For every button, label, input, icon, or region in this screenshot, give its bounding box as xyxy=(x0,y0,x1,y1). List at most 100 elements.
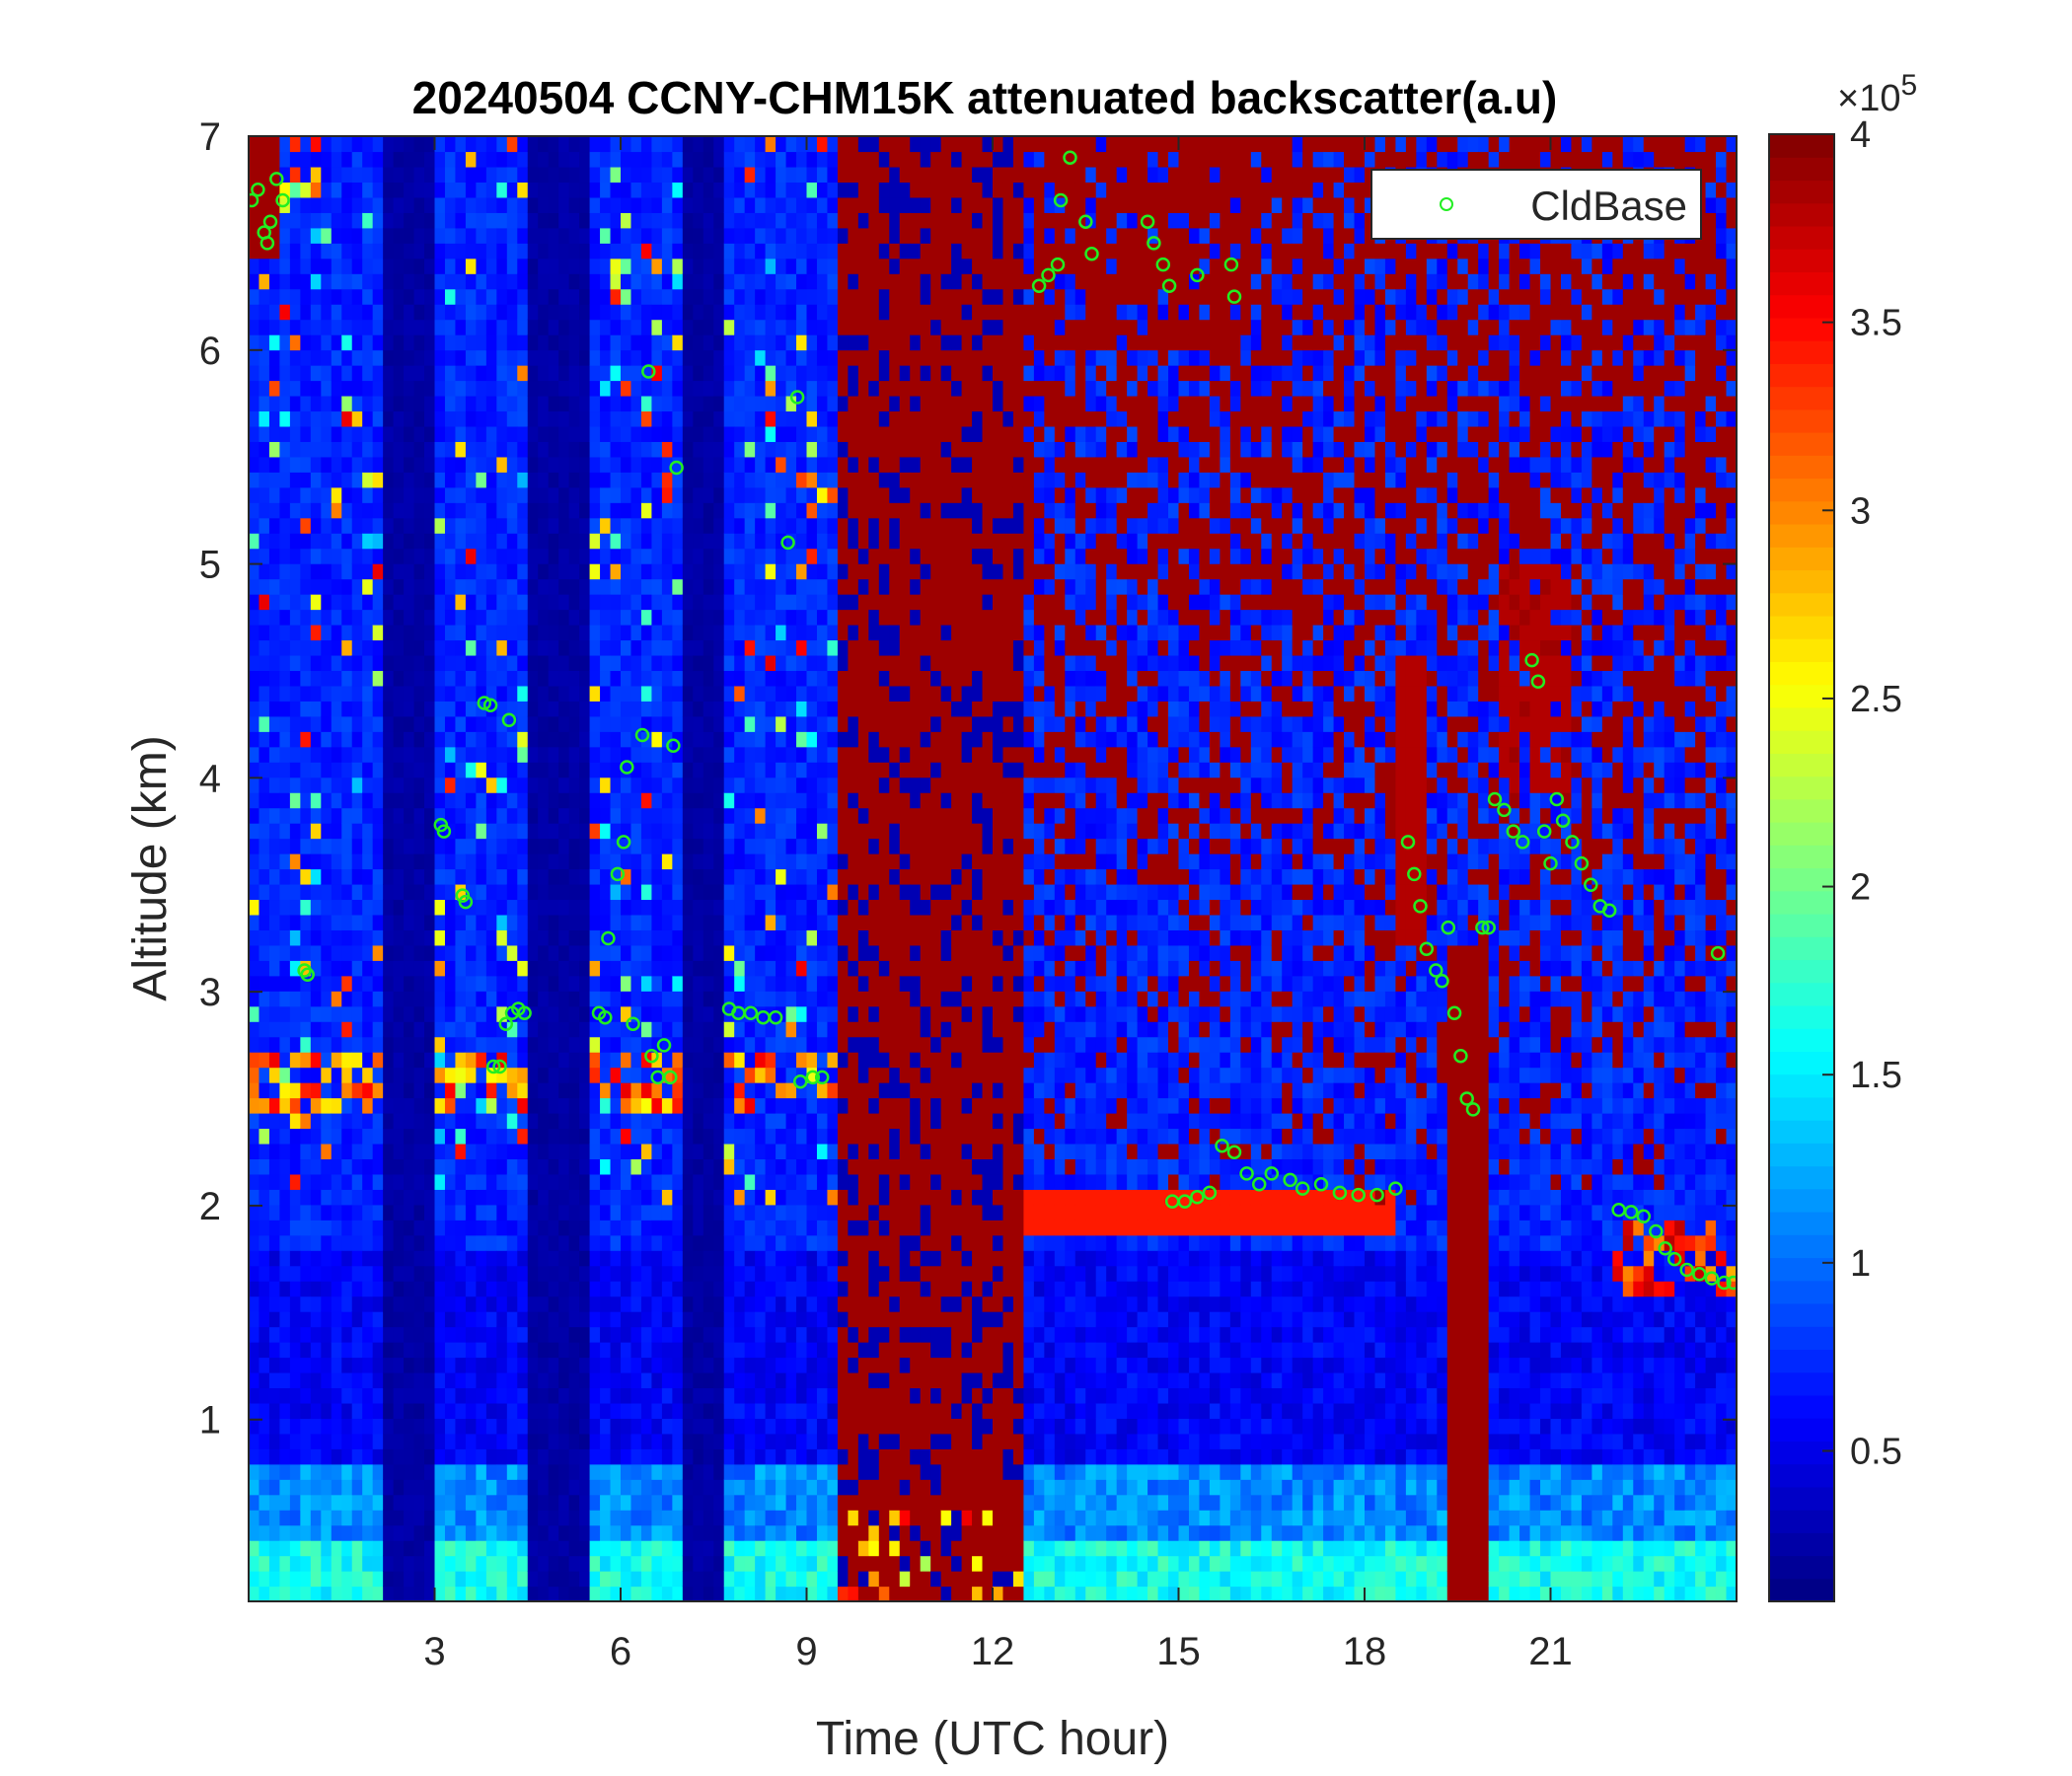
heatmap-cell xyxy=(444,1448,457,1465)
heatmap-cell xyxy=(548,914,559,930)
heatmap-cell xyxy=(351,1128,363,1145)
heatmap-cell xyxy=(289,715,301,732)
heatmap-cell xyxy=(496,944,508,961)
heatmap-cell xyxy=(640,639,653,656)
heatmap-cell xyxy=(765,609,777,626)
heatmap-cell xyxy=(568,1479,580,1496)
heatmap-cell xyxy=(589,1265,601,1282)
heatmap-cell xyxy=(610,533,622,550)
heatmap-cell xyxy=(703,517,714,534)
heatmap-cell xyxy=(341,1021,353,1038)
heatmap-cell xyxy=(630,182,642,198)
heatmap-cell xyxy=(383,1097,395,1114)
heatmap-cell xyxy=(362,182,374,198)
heatmap-cell xyxy=(289,746,301,763)
heatmap-cell xyxy=(661,533,673,550)
heatmap-cell xyxy=(734,1555,746,1572)
heatmap-cell xyxy=(476,1204,487,1221)
heatmap-cell xyxy=(331,258,342,274)
heatmap-cell xyxy=(404,212,415,229)
heatmap-cell xyxy=(579,486,591,503)
heatmap-cell xyxy=(465,1510,477,1526)
heatmap-cell xyxy=(413,685,425,702)
heatmap-cell xyxy=(672,807,684,824)
heatmap-cell xyxy=(600,1371,612,1389)
heatmap-cell xyxy=(672,777,684,793)
heatmap-cell xyxy=(404,288,415,305)
heatmap-cell xyxy=(621,334,632,351)
heatmap-cell xyxy=(765,1128,777,1145)
heatmap-cell xyxy=(404,1082,415,1099)
heatmap-cell xyxy=(393,1326,405,1343)
heatmap-cell xyxy=(538,258,550,274)
heatmap-cell xyxy=(300,1113,312,1130)
heatmap-cell xyxy=(300,1189,312,1206)
heatmap-cell xyxy=(321,1540,333,1557)
heatmap-cell xyxy=(310,502,322,519)
heatmap-cell xyxy=(300,517,312,534)
heatmap-cell xyxy=(744,1342,756,1359)
heatmap-cell xyxy=(393,243,405,259)
heatmap-cell xyxy=(589,1387,601,1404)
heatmap-cell xyxy=(434,1128,446,1145)
heatmap-cell xyxy=(434,502,446,519)
heatmap-cell xyxy=(444,1510,457,1526)
heatmap-cell xyxy=(517,960,529,977)
heatmap-cell xyxy=(465,1158,477,1175)
heatmap-cell xyxy=(476,838,487,854)
heatmap-cell xyxy=(393,1281,405,1297)
heatmap-cell xyxy=(300,1311,312,1328)
heatmap-cell xyxy=(589,1036,601,1053)
heatmap-cell xyxy=(351,792,363,809)
heatmap-cell xyxy=(661,196,673,213)
heatmap-cell xyxy=(527,380,539,397)
heatmap-cell xyxy=(672,1204,684,1221)
heatmap-cell xyxy=(755,654,767,672)
heatmap-cell xyxy=(630,883,642,901)
heatmap-cell xyxy=(413,1402,425,1419)
heatmap-cell xyxy=(558,991,570,1007)
heatmap-cell xyxy=(434,1143,446,1160)
heatmap-cell xyxy=(600,533,612,550)
heatmap-cell xyxy=(506,1005,518,1022)
heatmap-cell xyxy=(404,258,415,274)
heatmap-cell xyxy=(723,212,735,229)
heatmap-cell xyxy=(672,609,684,626)
heatmap-cell xyxy=(538,1128,550,1145)
heatmap-cell xyxy=(259,1524,270,1541)
heatmap-cell xyxy=(383,166,395,184)
heatmap-cell xyxy=(693,1021,704,1038)
heatmap-cell xyxy=(455,685,467,702)
heatmap-cell xyxy=(372,838,384,854)
heatmap-cell xyxy=(600,319,612,335)
heatmap-cell xyxy=(465,807,477,824)
heatmap-cell xyxy=(331,975,342,992)
heatmap-cell xyxy=(621,1448,632,1465)
heatmap-cell xyxy=(362,701,374,717)
heatmap-cell xyxy=(723,1433,735,1449)
heatmap-cell xyxy=(404,578,415,595)
heatmap-cell xyxy=(621,563,632,580)
heatmap-cell xyxy=(538,868,550,885)
heatmap-cell xyxy=(651,1433,663,1449)
heatmap-cell xyxy=(259,1326,270,1343)
heatmap-cell xyxy=(393,1357,405,1373)
heatmap-cell xyxy=(476,304,487,321)
heatmap-cell xyxy=(682,792,694,809)
heatmap-cell xyxy=(672,365,684,382)
heatmap-cell xyxy=(310,960,322,977)
heatmap-cell xyxy=(672,625,684,641)
heatmap-cell xyxy=(693,1448,704,1465)
heatmap-cell xyxy=(734,578,746,595)
heatmap-cell xyxy=(703,654,714,672)
heatmap-cell xyxy=(589,1342,601,1359)
heatmap-cell xyxy=(496,1524,508,1541)
heatmap-cell xyxy=(558,349,570,366)
heatmap-cell xyxy=(651,166,663,184)
heatmap-cell xyxy=(321,701,333,717)
heatmap-cell xyxy=(268,883,281,901)
heatmap-cell xyxy=(693,182,704,198)
heatmap-cell xyxy=(434,1005,446,1022)
heatmap-cell xyxy=(568,899,580,916)
heatmap-cell xyxy=(351,1402,363,1419)
